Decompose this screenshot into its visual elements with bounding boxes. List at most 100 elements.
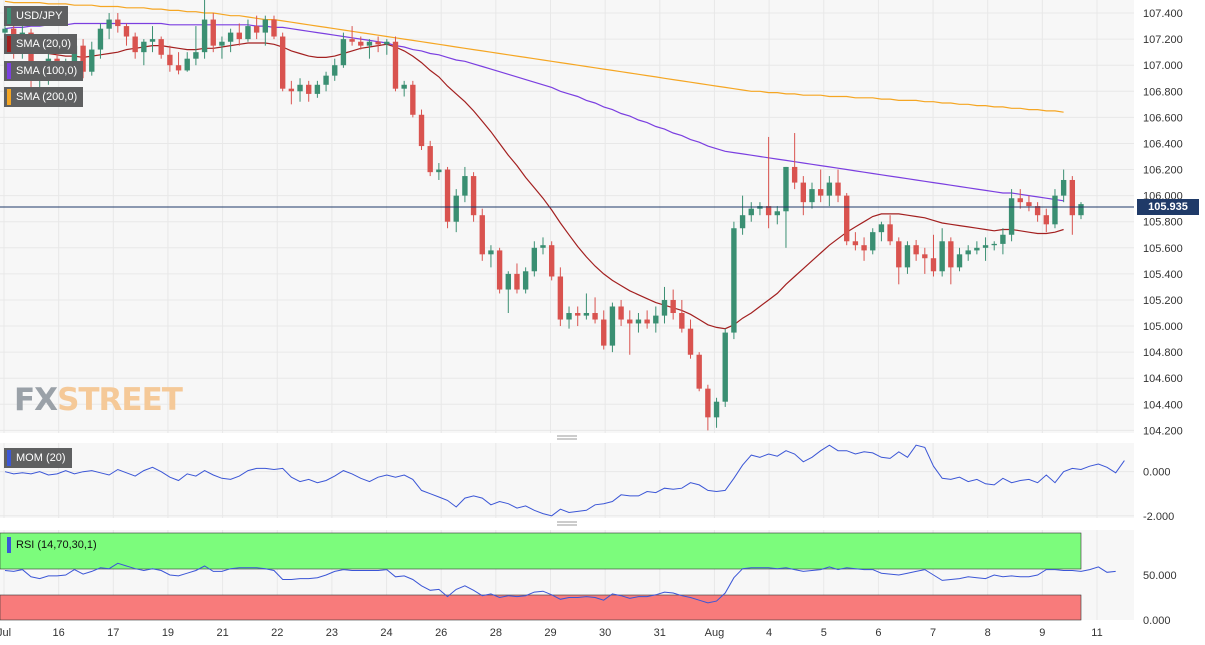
x-tick-label: Aug [705,627,725,639]
x-tick-label: 19 [162,627,174,639]
candle [306,80,312,102]
rsi-label[interactable]: RSI (14,70,30,1) [4,535,103,555]
price-panel [0,0,1134,433]
indicator-lines [4,444,1125,604]
price-tick-label: 106.200 [1143,165,1183,177]
sma100-line [4,22,1064,202]
candle [279,32,286,92]
candle-body [201,19,208,53]
sma-lines [4,0,1064,330]
pair-label: USD/JPY [4,6,69,26]
x-tick-label: 11 [1091,627,1102,639]
candle [844,193,850,246]
candle [427,140,433,177]
candle-body [1043,215,1049,225]
candle [965,245,971,261]
price-tick-label: 107.200 [1143,34,1183,46]
candle-body [601,319,607,346]
candle [722,328,728,407]
candle [253,15,260,40]
candle-body [1078,204,1084,216]
candle-body [817,189,824,196]
panel-resize-handle-1[interactable] [557,435,577,440]
candle [1078,202,1084,220]
candle [462,166,468,203]
panel-resize-handle-2[interactable] [557,521,577,526]
candle-body [297,84,303,92]
candle-body [288,88,295,92]
candle [852,232,859,251]
sma100-swatch [7,63,11,79]
fxstreet-logo: FXSTREET [14,382,183,418]
candle-body [800,182,807,203]
candle-body [713,401,720,418]
x-tick-label: 30 [599,627,611,639]
candle [896,237,902,285]
sma100-label[interactable]: SMA (100,0) [4,61,84,81]
x-tick-label: 9 [1039,627,1045,639]
candle [384,39,390,55]
candle-body [1060,179,1067,196]
candle [1000,228,1006,255]
candle-body [193,52,199,59]
candle [219,36,225,59]
candle [401,80,407,97]
sma100-label-text: SMA (100,0) [16,65,78,77]
candle [193,26,199,66]
candle-body [939,241,945,272]
momentum-panel [0,443,1134,518]
candle-body [80,45,86,72]
pair-label-text: USD/JPY [16,10,63,22]
candle-body [1000,234,1006,244]
candle-body [115,19,121,27]
candle [765,136,772,229]
price-tick-label: 105.400 [1143,269,1183,281]
x-tick-label: 21 [216,627,228,639]
mom-swatch [7,450,11,466]
sma20-line [4,42,1064,330]
candle-body [210,19,216,46]
mom-label[interactable]: MOM (20) [4,448,72,468]
candle [557,267,564,327]
candle [618,299,624,327]
candle-body [627,319,633,324]
candle [991,241,997,251]
candle-body [1026,202,1032,207]
price-tick-label: 107.000 [1143,60,1183,72]
candle-body [323,75,329,85]
candle-body [870,232,876,251]
candle [531,241,538,277]
sma200-label[interactable]: SMA (200,0) [4,87,84,107]
candle [444,166,451,229]
candle-body [548,245,555,277]
candle [739,195,746,235]
candle [627,310,633,355]
candle-body [488,250,494,255]
candle [184,52,190,72]
candle [913,239,919,261]
candle [418,109,425,150]
candle-body [1034,206,1041,216]
sma200-label-text: SMA (200,0) [16,91,78,103]
candle [1026,195,1032,212]
candle-body [245,26,251,40]
candle-body [167,54,173,66]
candle [436,163,442,180]
sma20-label[interactable]: SMA (20,0) [4,34,78,54]
rsi-oversold-zone [0,594,1082,621]
candle-body [106,19,112,29]
sma200-swatch [7,89,11,105]
mom-label-text: MOM (20) [16,452,66,464]
logo-fx: FX [14,382,58,418]
candle [870,228,876,255]
rsi-label-text: RSI (14,70,30,1) [16,539,97,551]
candle-body [514,273,520,290]
candle [505,271,511,314]
candle-body [479,215,485,255]
candle-body [340,39,347,66]
candle [878,221,885,242]
candle [696,352,702,392]
candle [410,80,416,118]
price-tick-label: 106.400 [1143,138,1183,150]
